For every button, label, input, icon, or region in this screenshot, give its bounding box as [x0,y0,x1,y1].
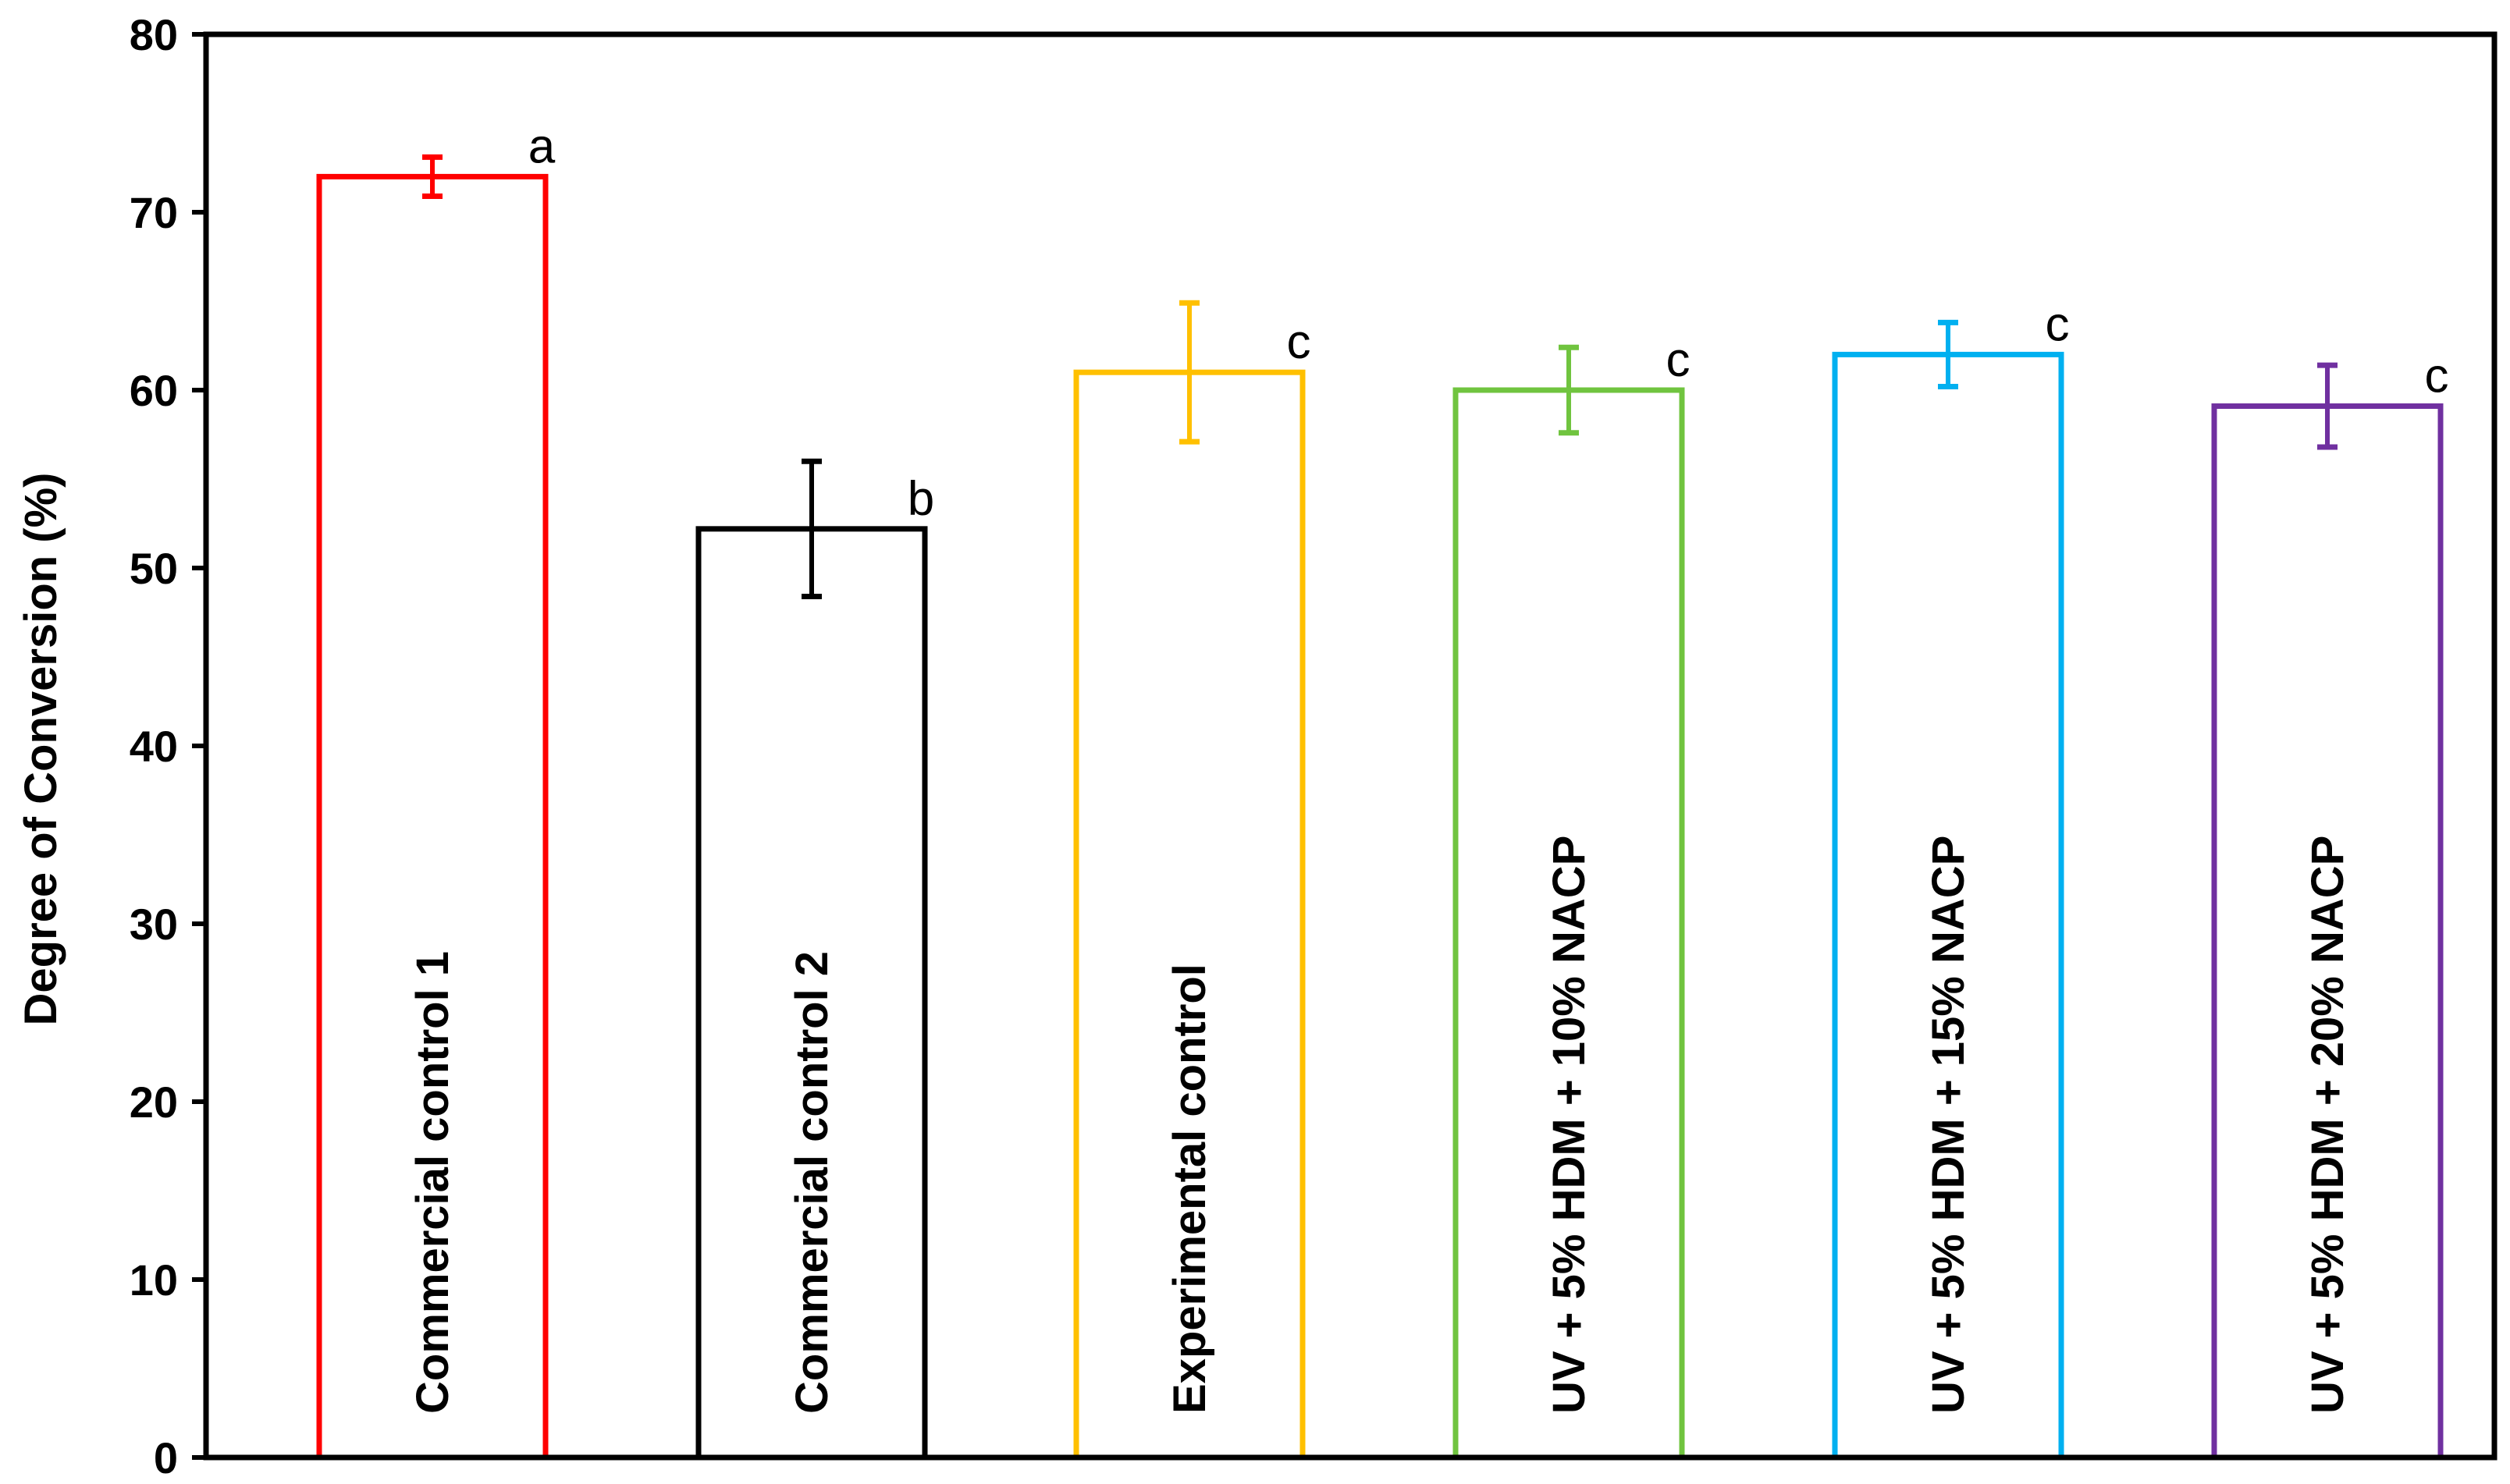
y-tick-label: 10 [130,1255,178,1305]
y-tick-label: 20 [130,1077,178,1127]
significance-label: c [1287,315,1311,369]
significance-label: b [908,472,934,526]
y-tick-label: 50 [130,544,178,593]
bar [316,173,549,1461]
y-axis-title: Degree of Conversion (%) [16,473,66,1026]
y-tick-label: 0 [154,1433,178,1482]
bar-group: c Experimental control [1073,300,1311,1461]
bar-group: b Commercial control 2 [695,458,934,1461]
bar-group: c UV + 5% HDM + 20% NACP [2211,350,2449,1461]
plot-frame [203,31,2498,1461]
bar [1452,387,1685,1461]
category-label: UV + 5% HDM + 10% NACP [1544,836,1595,1414]
bar [1832,351,2064,1461]
category-label: UV + 5% HDM + 15% NACP [1923,836,1974,1414]
y-tick-label: 60 [130,366,178,415]
category-label: Commercial control 2 [787,951,837,1414]
bars-group: a Commercial control 1 b Commercial control… [316,119,2449,1461]
bar [1073,369,1306,1461]
bar-group: c UV + 5% HDM + 15% NACP [1832,297,2070,1461]
significance-label: c [2046,297,2070,351]
category-label: Commercial control 1 [407,951,458,1414]
significance-label: a [528,119,556,173]
category-label: UV + 5% HDM + 20% NACP [2302,836,2353,1414]
bar-group: a Commercial control 1 [316,119,556,1461]
y-tick-label: 40 [130,722,178,771]
y-axis: 0 10 20 30 40 50 60 70 80 [130,10,206,1482]
category-label: Experimental control [1164,964,1215,1414]
bar-group: c UV + 5% HDM + 10% NACP [1452,333,1691,1461]
significance-label: c [1666,333,1691,387]
bar [2211,403,2444,1461]
y-tick-label: 30 [130,900,178,949]
y-tick-label: 80 [130,10,178,59]
y-tick-label: 70 [130,188,178,237]
significance-label: c [2425,350,2449,403]
